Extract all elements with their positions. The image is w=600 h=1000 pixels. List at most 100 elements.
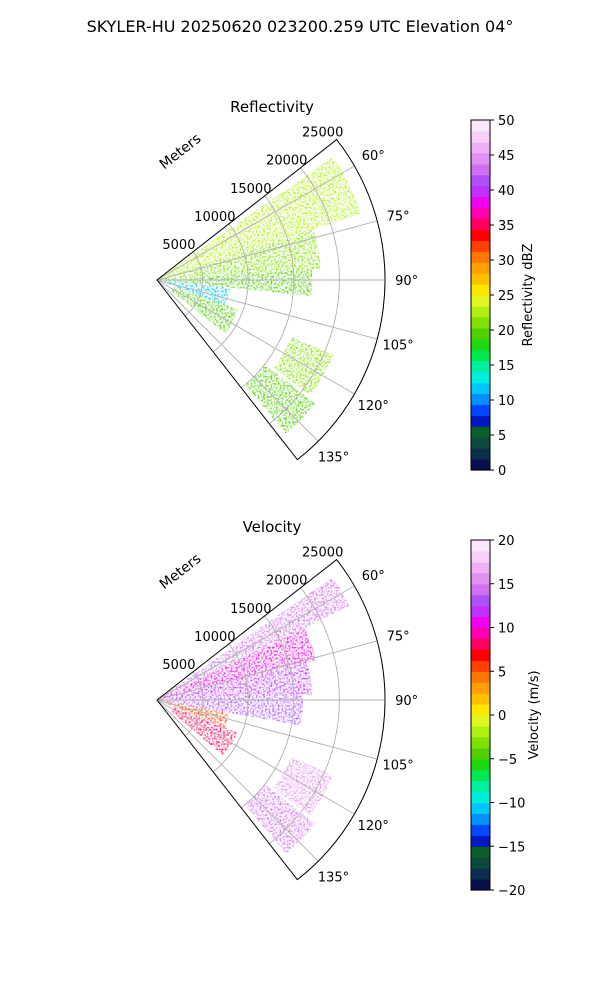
reflectivity-sector-frame <box>156 138 386 461</box>
velocity-colorbar-tick-label: −15 <box>498 840 525 855</box>
velocity-range-ring <box>269 587 340 845</box>
velocity-colorbar-cell <box>471 715 490 727</box>
velocity-colorbar-cell <box>471 824 490 836</box>
reflectivity-colorbar-cell <box>471 448 490 460</box>
reflectivity-colorbar-cell <box>471 338 490 351</box>
velocity-echo-region <box>157 577 350 700</box>
reflectivity-theta-gridline <box>156 220 378 281</box>
reflectivity-colorbar-cell <box>471 415 490 427</box>
reflectivity-colorbar-cell <box>471 196 490 209</box>
velocity-theta-gridline <box>156 585 355 701</box>
reflectivity-colorbar-cell <box>471 174 490 187</box>
reflectivity-grid <box>156 138 386 461</box>
velocity-title: Velocity <box>243 518 302 536</box>
velocity-colorbar-cell <box>471 605 490 618</box>
reflectivity-colorbar-cell <box>471 316 490 329</box>
reflectivity-range-axis-label: Meters <box>157 131 205 173</box>
reflectivity-colorbar-tick-label: 45 <box>498 149 515 164</box>
velocity-colorbar-cell <box>471 616 490 629</box>
reflectivity-colorbar-cell <box>471 185 490 198</box>
reflectivity-colorbar-cell <box>471 218 490 230</box>
velocity-range-ring <box>240 615 295 809</box>
velocity-colorbar-cell <box>471 868 490 880</box>
reflectivity-range-ring <box>212 223 249 353</box>
velocity-colorbar-tick-label: −5 <box>498 753 517 768</box>
velocity-theta-tick-label: 60° <box>362 569 385 584</box>
reflectivity-theta-tick-label: 120° <box>358 399 389 414</box>
velocity-colorbar-cell <box>471 660 490 672</box>
reflectivity-colorbar-cell <box>471 305 490 318</box>
reflectivity-colorbar-tick-label: 5 <box>498 429 506 444</box>
velocity-colorbar-cell <box>471 835 490 847</box>
velocity-colorbar-cell <box>471 540 490 552</box>
reflectivity-echo-region <box>273 337 334 396</box>
reflectivity-colorbar-cell <box>471 382 490 395</box>
velocity-range-tick-label: 10000 <box>194 630 235 645</box>
velocity-colorbar-cell <box>471 725 490 738</box>
velocity-theta-labels: 60° 75° 90° 105° 120° 135° <box>318 569 418 885</box>
velocity-range-ring <box>212 643 249 773</box>
velocity-colorbar: −20 −15 −10 −5 0 5 10 15 20 Velocity (m/s) <box>470 534 542 899</box>
reflectivity-colorbar-cell <box>471 251 490 263</box>
reflectivity-colorbar-cell <box>471 207 490 220</box>
velocity-range-tick-label: 5000 <box>162 658 195 673</box>
velocity-theta-gridline <box>156 699 378 760</box>
velocity-theta-tick-label: 75° <box>387 629 410 644</box>
velocity-theta-tick-label: 120° <box>358 819 389 834</box>
reflectivity-colorbar-tick-label: 40 <box>498 184 515 199</box>
reflectivity-theta-tick-label: 135° <box>318 451 349 466</box>
reflectivity-theta-tick-label: 60° <box>362 149 385 164</box>
velocity-theta-tick-label: 135° <box>318 871 349 886</box>
velocity-theta-tick-label: 90° <box>395 694 418 709</box>
velocity-colorbar-tick-label: 20 <box>498 534 515 549</box>
reflectivity-colorbar-tick-label: 50 <box>498 114 515 129</box>
reflectivity-colorbar-cell <box>471 284 490 296</box>
velocity-colorbar-tick-label: 5 <box>498 665 506 680</box>
reflectivity-colorbar-cell <box>471 295 490 307</box>
velocity-colorbar-cell <box>471 758 490 771</box>
reflectivity-echo-region <box>157 269 313 297</box>
reflectivity-colorbar-cell <box>471 371 490 384</box>
velocity-colorbar-cell <box>471 649 490 661</box>
velocity-echoes <box>157 577 350 854</box>
velocity-colorbar-cell <box>471 813 490 825</box>
velocity-range-tick-label: 15000 <box>230 602 271 617</box>
reflectivity-range-tick-label: 5000 <box>162 238 195 253</box>
velocity-colorbar-tick-label: 0 <box>498 709 506 724</box>
velocity-theta-gridline <box>156 699 355 815</box>
velocity-echo-region <box>157 628 317 700</box>
reflectivity-colorbar-cell <box>471 393 490 405</box>
reflectivity-range-tick-label: 20000 <box>266 154 307 169</box>
velocity-colorbar-cell <box>471 857 490 869</box>
reflectivity-colorbar-cell <box>471 459 490 471</box>
reflectivity-colorbar-tick-label: 0 <box>498 464 506 479</box>
reflectivity-theta-gridline <box>156 279 355 395</box>
reflectivity-range-tick-label: 10000 <box>194 210 235 225</box>
velocity-colorbar-cell <box>471 747 490 760</box>
velocity-colorbar-tick-label: −20 <box>498 884 525 899</box>
velocity-colorbar-cell <box>471 693 490 705</box>
velocity-range-axis-label: Meters <box>157 551 205 593</box>
velocity-panel: Velocity 60° 75° 90° 105° 120° 135° 5000 10000… <box>156 518 418 886</box>
reflectivity-colorbar-cell <box>471 426 490 438</box>
velocity-colorbar-cell <box>471 704 490 716</box>
reflectivity-colorbar-cell <box>471 152 490 165</box>
velocity-colorbar-cell <box>471 638 490 650</box>
velocity-colorbar-tick-label: 15 <box>498 578 515 593</box>
velocity-echo-region <box>157 694 303 726</box>
velocity-echo-region <box>157 700 229 728</box>
velocity-theta-gridline <box>156 699 319 862</box>
reflectivity-theta-tick-label: 75° <box>387 209 410 224</box>
reflectivity-echo-region <box>157 229 321 280</box>
reflectivity-panel: Reflectivity 60° 75° 90° 105° 120° 135° 5000 1… <box>156 98 418 466</box>
reflectivity-theta-tick-label: 90° <box>395 274 418 289</box>
reflectivity-colorbar-cell <box>471 349 490 362</box>
reflectivity-colorbar-tick-label: 15 <box>498 359 515 374</box>
velocity-range-tick-label: 20000 <box>266 574 307 589</box>
velocity-theta-tick-label: 105° <box>382 759 413 774</box>
reflectivity-colorbar: 0 5 10 15 20 25 30 35 40 45 50 Reflectivity dBZ <box>470 114 536 479</box>
velocity-colorbar-tick-label: −10 <box>498 797 525 812</box>
reflectivity-theta-labels: 60° 75° 90° 105° 120° 135° <box>318 149 418 465</box>
reflectivity-echo-region <box>157 280 230 305</box>
